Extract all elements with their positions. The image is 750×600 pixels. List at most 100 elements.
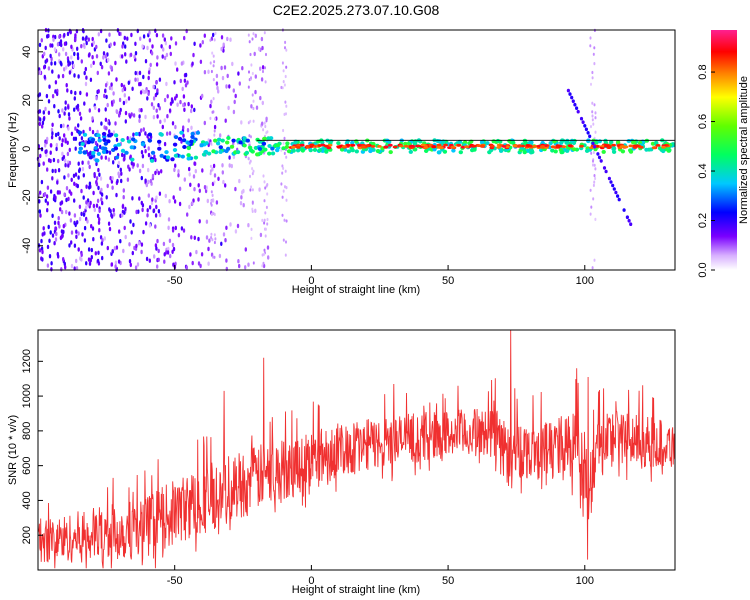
spectrogram-cell-690 bbox=[155, 62, 159, 67]
spectrogram-cell-371 bbox=[171, 242, 175, 248]
spectrogram-cell-483 bbox=[82, 212, 86, 217]
spectrogram-cell-1916 bbox=[596, 152, 600, 156]
spectrogram-cell-396 bbox=[220, 35, 224, 40]
spectrogram-cell-1184 bbox=[593, 46, 596, 50]
spectrogram-cell-1178 bbox=[280, 85, 283, 90]
spectrogram-cell-1124 bbox=[263, 199, 266, 203]
spectrogram-cell-1173 bbox=[285, 240, 287, 244]
spectrogram-cell-1299 bbox=[403, 141, 408, 146]
spectrogram-cell-555 bbox=[48, 238, 51, 243]
spectrogram-cell-1 bbox=[115, 77, 118, 82]
spectrogram-cell-1563 bbox=[220, 138, 225, 143]
spectrogram-cell-1902 bbox=[568, 92, 572, 96]
spectrogram-cell-1029 bbox=[210, 190, 213, 194]
spectrogram-cell-1470 bbox=[339, 147, 345, 152]
spectrogram-cell-433 bbox=[164, 41, 168, 46]
spectrogram-cell-948 bbox=[59, 60, 62, 65]
spectrogram-cell-140 bbox=[92, 190, 95, 196]
spectrogram-cell-1890 bbox=[623, 145, 629, 149]
spectrogram-cell-563 bbox=[40, 179, 44, 185]
spectrogram-cell-849 bbox=[156, 55, 159, 60]
spectrogram-cell-610 bbox=[208, 238, 211, 243]
spectrogram-cell-1442 bbox=[270, 146, 275, 151]
spectrogram-cell-1134 bbox=[263, 218, 266, 222]
spectrogram-cell-1876 bbox=[603, 144, 609, 148]
spectrogram-cell-511 bbox=[183, 35, 186, 41]
spectrogram-cell-441 bbox=[166, 94, 169, 99]
spectrogram-cell-851 bbox=[140, 200, 143, 206]
spectrogram-cell-1304 bbox=[462, 140, 468, 145]
spectrogram-cell-1535 bbox=[91, 150, 96, 155]
spectrogram-cell-218 bbox=[96, 213, 100, 219]
spectrogram-cell-75 bbox=[61, 108, 64, 113]
spectrogram-cell-559 bbox=[104, 54, 108, 59]
spectrogram-cell-10 bbox=[155, 108, 158, 113]
spectrogram-cell-401 bbox=[157, 248, 160, 254]
spectrogram-cell-514 bbox=[183, 177, 186, 182]
spectrogram-cell-1163 bbox=[283, 83, 286, 87]
spectrogram-cell-819 bbox=[97, 89, 100, 94]
spectrogram-cell-1654 bbox=[116, 142, 122, 147]
spectrogram-cell-910 bbox=[124, 44, 127, 49]
spectrogram-cell-1068 bbox=[251, 167, 254, 171]
spectrogram-cell-972 bbox=[43, 192, 47, 197]
spectrogram-cell-333 bbox=[56, 251, 59, 257]
spectrogram-cell-298 bbox=[207, 246, 210, 252]
spectrogram-cell-1847 bbox=[496, 146, 502, 149]
spectrogram-cell-25 bbox=[99, 235, 103, 240]
spectrogram-cell-39 bbox=[152, 115, 156, 120]
spectrogram-cell-926 bbox=[90, 255, 94, 260]
spectrogram-cell-323 bbox=[84, 37, 87, 42]
spectrogram-cell-1929 bbox=[625, 215, 630, 219]
spectrogram-panel: -50 0 50 100 -40 -20 0 20 40 Height of straight… bbox=[7, 27, 676, 296]
spectrogram-cell-763 bbox=[114, 264, 117, 269]
spectrogram-cell-659 bbox=[67, 112, 71, 117]
snr-y-tick-label: 1000 bbox=[21, 384, 33, 408]
spectrogram-cell-594 bbox=[108, 226, 112, 232]
spectrogram-cell-984 bbox=[85, 184, 88, 189]
spectrogram-cell-824 bbox=[119, 167, 123, 172]
spectrogram-cell-1514 bbox=[584, 148, 590, 153]
spectrogram-cell-1117 bbox=[266, 192, 269, 196]
spectrogram-cell-241 bbox=[260, 77, 264, 82]
spectrogram-cell-628 bbox=[70, 55, 73, 60]
spectrogram-cell-945 bbox=[49, 53, 52, 59]
spectrogram-cell-167 bbox=[38, 209, 41, 214]
spectrogram-cell-662 bbox=[141, 163, 145, 169]
spectrogram-cell-548 bbox=[58, 34, 61, 39]
spectrogram-cell-784 bbox=[222, 179, 225, 185]
spectrogram-x-axis-label: Height of straight line (km) bbox=[292, 284, 420, 296]
spectrogram-cell-224 bbox=[68, 243, 71, 248]
spectrogram-cell-498 bbox=[67, 173, 70, 178]
spectrogram-cell-1039 bbox=[210, 203, 213, 207]
spectrogram-cell-236 bbox=[117, 160, 121, 166]
spectrogram-cell-1047 bbox=[213, 129, 216, 133]
spectrogram-cell-823 bbox=[197, 236, 200, 242]
spectrogram-cell-400 bbox=[170, 36, 173, 41]
spectrogram-cell-188 bbox=[234, 93, 237, 99]
colorbar-tick-label: 0.0 bbox=[697, 262, 709, 277]
spectrogram-cell-1822 bbox=[350, 143, 356, 147]
spectrogram-cell-117 bbox=[129, 136, 132, 141]
spectrogram-cell-828 bbox=[58, 136, 61, 141]
spectrogram-cell-1821 bbox=[345, 143, 351, 147]
spectrogram-cell-706 bbox=[78, 216, 82, 222]
spectrogram-cell-300 bbox=[73, 96, 77, 101]
spectrogram-cell-1720 bbox=[511, 140, 516, 145]
spectrogram-cell-1006 bbox=[51, 176, 54, 181]
spectrogram-cell-52 bbox=[61, 151, 64, 156]
spectrogram-cell-55 bbox=[109, 176, 112, 181]
spectrogram-cell-207 bbox=[148, 205, 152, 210]
spectrogram-cell-233 bbox=[65, 197, 68, 203]
spectrogram-cell-1928 bbox=[622, 208, 626, 212]
figure-title: C2E2.2025.273.07.10.G08 bbox=[273, 2, 440, 18]
spectrogram-cell-907 bbox=[40, 238, 43, 244]
spectrogram-cell-630 bbox=[46, 263, 50, 268]
spectrogram-cell-438 bbox=[156, 264, 159, 269]
spectrogram-cell-977 bbox=[59, 207, 62, 212]
spectrogram-cell-909 bbox=[108, 207, 111, 212]
spectrogram-cell-1659 bbox=[611, 149, 617, 154]
spectrogram-cell-1892 bbox=[540, 145, 545, 148]
spectrogram-cell-342 bbox=[91, 36, 94, 42]
spectrogram-cell-729 bbox=[177, 173, 180, 178]
